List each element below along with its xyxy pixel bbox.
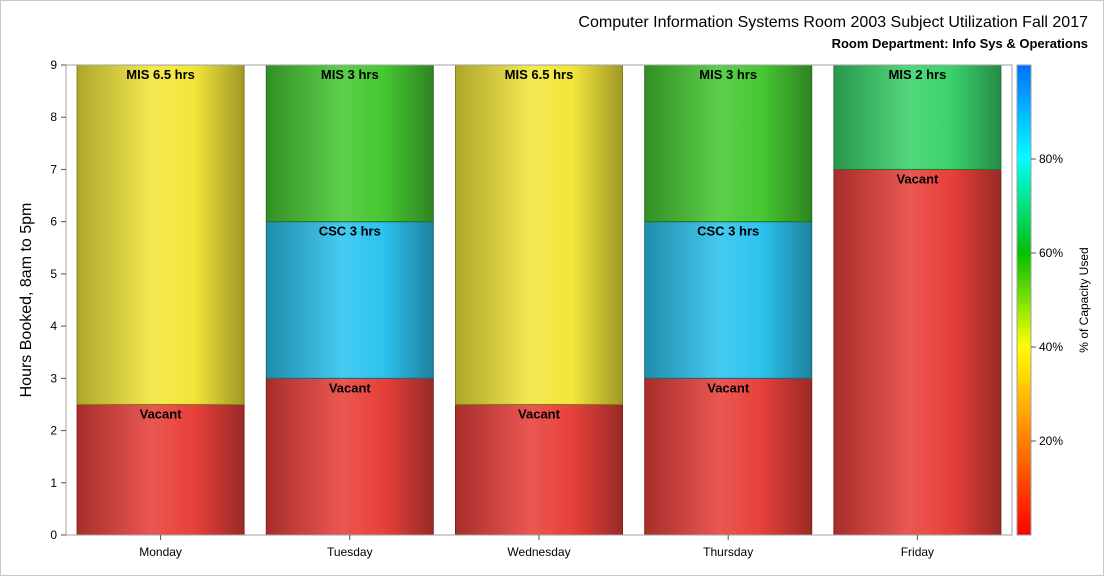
- y-tick-label: 0: [50, 528, 57, 542]
- bar-segment: [833, 64, 1002, 170]
- colorbar-tick-label: 20%: [1039, 434, 1063, 448]
- y-tick-label: 1: [50, 476, 57, 490]
- bar-segment: [833, 168, 1002, 536]
- bar-segment: [644, 221, 813, 379]
- bar-segment-label: Vacant: [707, 380, 750, 395]
- bar-segment-label: MIS 6.5 hrs: [126, 67, 195, 82]
- x-tick-label: Wednesday: [507, 545, 570, 559]
- x-tick-label: Monday: [139, 545, 182, 559]
- bars-layer: Vacant MIS 6.5 hrs Vacant CSC 3 hrs MIS 3 hr…: [76, 64, 1002, 536]
- bar-monday: Vacant MIS 6.5 hrs: [76, 64, 245, 536]
- bar-segment: [455, 64, 623, 405]
- bar-segment-label: MIS 2 hrs: [889, 67, 947, 82]
- y-tick-label: 2: [50, 424, 57, 438]
- bar-segment: [265, 377, 434, 536]
- colorbar-ramp: [1016, 64, 1032, 536]
- bar-segment-label: Vacant: [896, 171, 939, 186]
- bar-segment: [455, 403, 623, 536]
- colorbar-tick-label: 80%: [1039, 152, 1063, 166]
- bar-segment-label: CSC 3 hrs: [697, 224, 759, 239]
- axis-layer: 0 1 2 3 4 5 6 7 8 9 Monday Tuesday Wednesday Thursday…: [50, 58, 1013, 559]
- y-tick-label: 8: [50, 110, 57, 124]
- bar-tuesday: Vacant CSC 3 hrs MIS 3 hrs: [265, 64, 434, 536]
- bar-segment-label: Vacant: [518, 406, 561, 421]
- bar-segment: [76, 403, 245, 536]
- y-tick-label: 9: [50, 58, 57, 72]
- x-tick-label: Friday: [901, 545, 934, 559]
- chart-subtitle: Room Department: Info Sys & Operations: [831, 36, 1088, 51]
- y-tick-label: 5: [50, 267, 57, 281]
- bar-segment-label: Vacant: [140, 406, 183, 421]
- bar-wednesday: Vacant MIS 6.5 hrs: [455, 64, 623, 536]
- x-tick-label: Tuesday: [327, 545, 373, 559]
- colorbar: 20% 40% 60% 80% % of Capacity Used: [1016, 64, 1091, 536]
- colorbar-tick-label: 40%: [1039, 340, 1063, 354]
- bar-segment: [265, 221, 434, 379]
- colorbar-tick-label: 60%: [1039, 246, 1063, 260]
- y-tick-label: 4: [50, 319, 57, 333]
- colorbar-label: % of Capacity Used: [1077, 247, 1091, 352]
- y-axis-label: Hours Booked, 8am to 5pm: [18, 203, 35, 398]
- bar-segment: [76, 64, 245, 405]
- bar-segment-label: MIS 3 hrs: [321, 67, 379, 82]
- x-tick-label: Thursday: [703, 545, 753, 559]
- y-tick-label: 3: [50, 371, 57, 385]
- y-tick-label: 7: [50, 162, 57, 176]
- y-tick-label: 6: [50, 215, 57, 229]
- bar-segment: [644, 377, 813, 536]
- chart-title: Computer Information Systems Room 2003 S…: [578, 14, 1088, 31]
- bar-segment: [644, 64, 813, 223]
- bar-segment: [265, 64, 434, 223]
- bar-segment-label: MIS 6.5 hrs: [505, 67, 574, 82]
- bar-segment-label: Vacant: [329, 380, 372, 395]
- bar-segment-label: CSC 3 hrs: [319, 224, 381, 239]
- bar-thursday: Vacant CSC 3 hrs MIS 3 hrs: [644, 64, 813, 536]
- bar-friday: Vacant MIS 2 hrs: [833, 64, 1002, 536]
- bar-segment-label: MIS 3 hrs: [699, 67, 757, 82]
